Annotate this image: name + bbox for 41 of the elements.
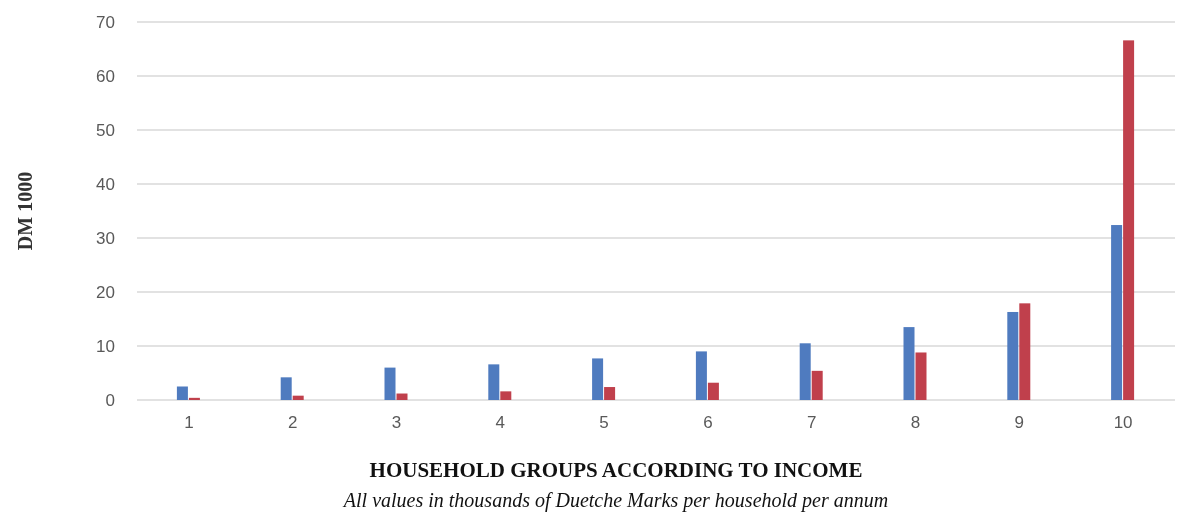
bar — [1007, 311, 1019, 400]
bar — [903, 327, 915, 400]
y-tick-label: 30 — [96, 228, 115, 248]
x-tick-label: 8 — [910, 413, 921, 432]
y-tick-label: 20 — [96, 282, 115, 302]
x-tick-label: 7 — [806, 413, 817, 432]
bar — [384, 367, 396, 400]
x-tick-label: 2 — [287, 413, 298, 432]
bar — [292, 395, 304, 400]
x-axis-title: HOUSEHOLD GROUPS ACCORDING TO INCOME — [369, 458, 863, 482]
x-tick-label: 10 — [1113, 413, 1133, 432]
bar — [1019, 303, 1031, 400]
x-tick-label: 4 — [495, 413, 506, 432]
bar — [500, 391, 512, 400]
bar — [396, 393, 408, 400]
bar — [604, 387, 616, 400]
y-tick-label: 60 — [96, 66, 115, 86]
x-tick-label: 5 — [599, 413, 609, 432]
x-tick-label: 6 — [703, 413, 713, 432]
y-axis-title: DM 1000 — [14, 171, 36, 251]
bar — [280, 377, 292, 400]
x-tick-label: 3 — [391, 413, 402, 432]
bar — [707, 382, 719, 400]
bar — [1111, 225, 1123, 400]
bar — [1123, 40, 1135, 400]
bar — [915, 352, 927, 400]
bar — [488, 364, 500, 400]
y-tick-label: 0 — [105, 390, 115, 410]
bar — [592, 358, 604, 400]
y-tick-label: 10 — [96, 336, 115, 356]
bar — [695, 351, 707, 400]
bar — [811, 370, 823, 400]
x-tick-label: 1 — [184, 413, 194, 432]
y-tick-label: 40 — [96, 174, 115, 194]
y-tick-label: 70 — [96, 12, 115, 32]
y-tick-label: 50 — [96, 120, 115, 140]
bar — [799, 343, 811, 400]
bar — [188, 397, 200, 400]
text: All values in thousands of Duetche Marks per household per annum — [341, 489, 889, 512]
bar — [176, 386, 188, 400]
x-tick-label: 9 — [1014, 413, 1025, 432]
